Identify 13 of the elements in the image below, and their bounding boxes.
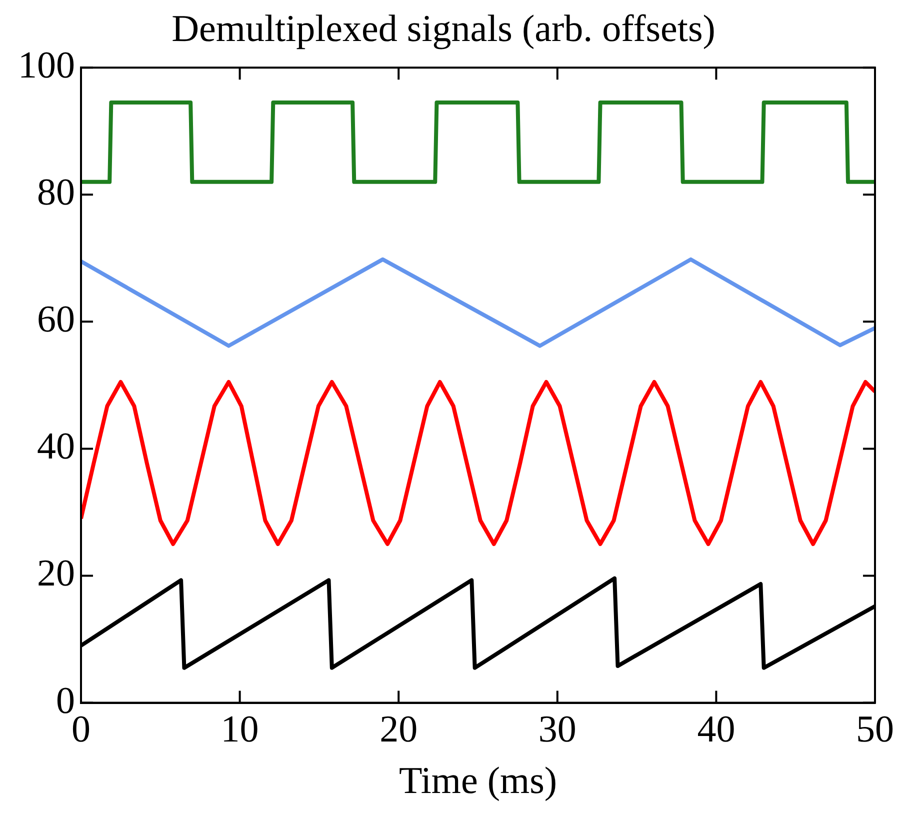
x-tick-label: 50 (856, 708, 894, 751)
x-tick-label: 10 (220, 708, 259, 751)
x-tick-label: 40 (697, 708, 736, 751)
y-tick-label: 60 (37, 298, 75, 341)
y-tick-label: 0 (56, 680, 75, 722)
x-tick-label: 20 (380, 708, 418, 751)
y-tick-label: 80 (37, 172, 75, 214)
y-tick-label: 40 (37, 426, 75, 468)
chart-title: Demultiplexed signals (arb. offsets) (172, 8, 716, 50)
x-axis-title: Time (ms) (398, 760, 558, 802)
y-tick-label: 100 (18, 44, 75, 87)
x-tick-label: 30 (538, 708, 576, 751)
y-tick-label: 20 (37, 552, 75, 595)
